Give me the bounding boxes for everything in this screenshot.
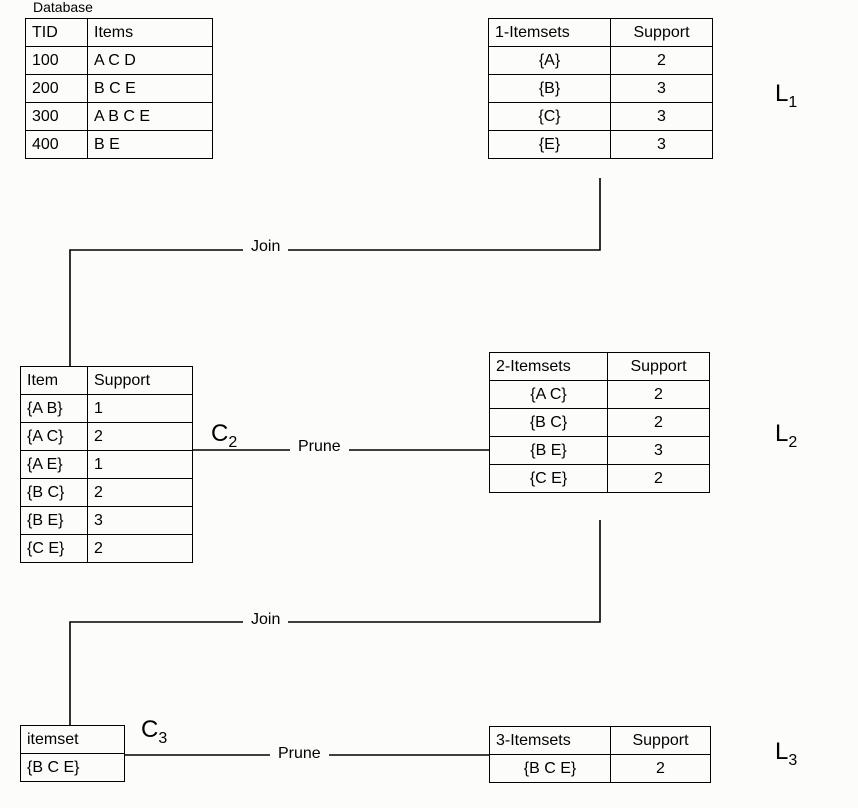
c2-col-support: Support [88, 367, 193, 395]
c3-label: C3 [141, 716, 167, 748]
l3-cell: {B C E} [490, 755, 611, 783]
l2-cell: {C E} [490, 465, 608, 493]
db-cell: B E [88, 131, 213, 159]
c2-cell: {C E} [21, 535, 88, 563]
db-cell: 400 [26, 131, 88, 159]
c2-cell: 1 [88, 395, 193, 423]
l1-cell: {E} [489, 131, 611, 159]
c2-label: C2 [211, 420, 237, 452]
l1-cell: 3 [611, 103, 713, 131]
c2-cell: {B E} [21, 507, 88, 535]
l2-col-itemsets: 2-Itemsets [490, 353, 608, 381]
l2-col-support: Support [608, 353, 710, 381]
l2-cell: 2 [608, 465, 710, 493]
l1-col-support: Support [611, 19, 713, 47]
l2-table: 2-Itemsets Support {A C}2 {B C}2 {B E}3 … [489, 352, 710, 493]
l3-table: 3-Itemsets Support {B C E}2 [489, 726, 711, 783]
l2-cell: {B C} [490, 409, 608, 437]
l1-cell: 2 [611, 47, 713, 75]
l1-table: 1-Itemsets Support {A}2 {B}3 {C}3 {E}3 [488, 18, 713, 159]
join2-label: Join [243, 611, 288, 629]
l1-cell: {A} [489, 47, 611, 75]
db-cell: A C D [88, 47, 213, 75]
l1-col-itemsets: 1-Itemsets [489, 19, 611, 47]
l1-cell: {C} [489, 103, 611, 131]
l2-cell: {A C} [490, 381, 608, 409]
db-cell: 200 [26, 75, 88, 103]
l2-cell: 3 [608, 437, 710, 465]
db-cell: 300 [26, 103, 88, 131]
c2-cell: 2 [88, 423, 193, 451]
db-col-tid: TID [26, 19, 88, 47]
c2-cell: 3 [88, 507, 193, 535]
c2-cell: 1 [88, 451, 193, 479]
db-cell: B C E [88, 75, 213, 103]
db-col-items: Items [88, 19, 213, 47]
c3-table: itemset {B C E} [20, 725, 125, 782]
c3-cell: {B C E} [21, 754, 125, 782]
l3-cell: 2 [611, 755, 711, 783]
c2-cell: 2 [88, 535, 193, 563]
l2-cell: 2 [608, 409, 710, 437]
l2-label: L2 [775, 420, 797, 452]
join1-edge [70, 178, 600, 366]
l3-label: L3 [775, 738, 797, 770]
db-cell: A B C E [88, 103, 213, 131]
database-title: Database [33, 0, 93, 15]
l3-col-support: Support [611, 727, 711, 755]
c2-cell: 2 [88, 479, 193, 507]
l2-cell: {B E} [490, 437, 608, 465]
l1-cell: {B} [489, 75, 611, 103]
prune2-label: Prune [270, 745, 329, 763]
l3-col-itemsets: 3-Itemsets [490, 727, 611, 755]
db-cell: 100 [26, 47, 88, 75]
database-table: TID Items 100A C D 200B C E 300A B C E 4… [25, 18, 213, 159]
c2-cell: {A B} [21, 395, 88, 423]
c2-cell: {A C} [21, 423, 88, 451]
prune1-label: Prune [290, 438, 349, 456]
c2-table: Item Support {A B}1 {A C}2 {A E}1 {B C}2… [20, 366, 193, 563]
c2-col-item: Item [21, 367, 88, 395]
l1-label: L1 [775, 80, 797, 112]
l1-cell: 3 [611, 75, 713, 103]
c3-col-itemset: itemset [21, 726, 125, 754]
l1-cell: 3 [611, 131, 713, 159]
l2-cell: 2 [608, 381, 710, 409]
join1-label: Join [243, 238, 288, 256]
c2-cell: {B C} [21, 479, 88, 507]
c2-cell: {A E} [21, 451, 88, 479]
